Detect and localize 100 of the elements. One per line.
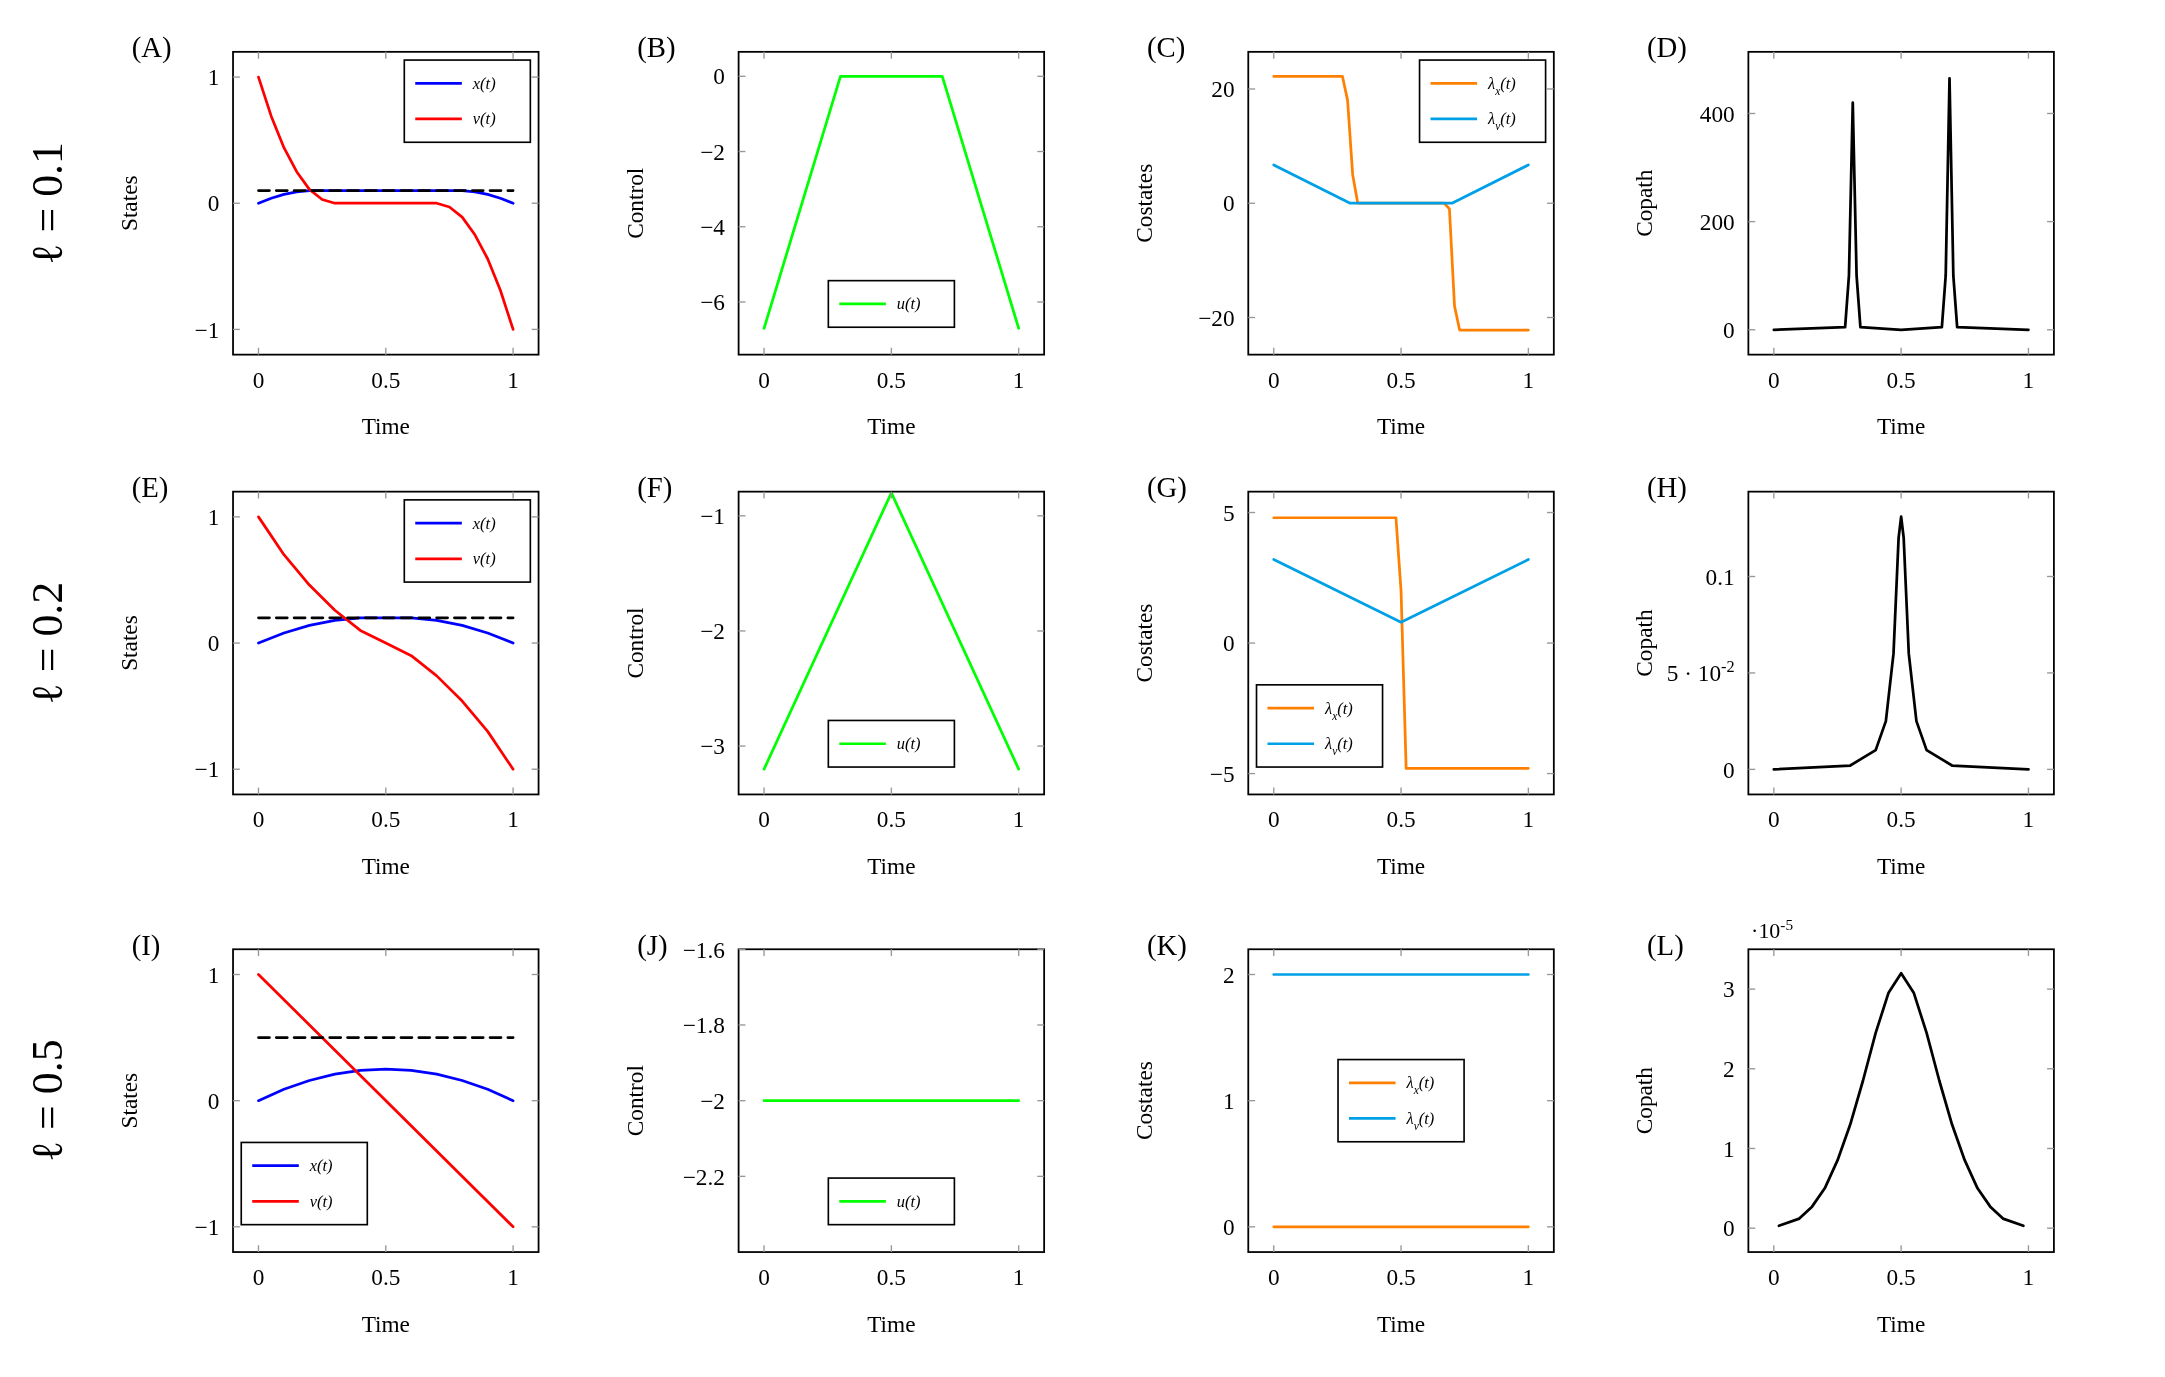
y-tick-label: 5 bbox=[1222, 499, 1235, 526]
y-tick-label: −1 bbox=[194, 316, 220, 343]
legend-label: λ$_{v}$(t) bbox=[1324, 734, 1353, 758]
x-tick-label: 0 bbox=[1267, 1263, 1280, 1290]
x-tick-label: 0.5 bbox=[1386, 1263, 1416, 1290]
y-tick-label: 2 bbox=[1222, 961, 1235, 988]
y-tick-label: 0 bbox=[1723, 756, 1735, 783]
y-tick-label: 1 bbox=[207, 504, 220, 531]
y-tick-label: −4 bbox=[700, 213, 726, 240]
y-tick-label: −20 bbox=[1198, 304, 1235, 331]
y-axis-title: States bbox=[116, 1072, 143, 1129]
y-tick-label: 0 bbox=[1222, 630, 1235, 657]
legend-label: x(t) bbox=[471, 73, 496, 93]
x-tick-label: 0.5 bbox=[371, 806, 401, 833]
x-tick-label: 0.5 bbox=[1386, 366, 1416, 393]
y-tick-label: −3 bbox=[700, 733, 725, 760]
y-tick-label: 0 bbox=[1222, 1214, 1235, 1241]
x-tick-label: 1 bbox=[2022, 1263, 2035, 1290]
y-tick-label: −1.8 bbox=[682, 1012, 725, 1039]
y-tick-label: 1 bbox=[1222, 1087, 1235, 1114]
legend-label: u(t) bbox=[896, 1191, 921, 1211]
legend-label: x(t) bbox=[471, 513, 496, 533]
x-tick-label: 0.5 bbox=[1886, 366, 1916, 393]
y-tick-label: −2 bbox=[700, 138, 725, 165]
y-axis-title: Control bbox=[621, 607, 648, 679]
y-tick-label: −2.2 bbox=[682, 1163, 725, 1190]
chart-title: (F) bbox=[637, 471, 673, 505]
y-tick-label: −5 bbox=[1209, 760, 1235, 787]
x-axis-title: Time bbox=[867, 1310, 916, 1337]
x-tick-label: 1 bbox=[1012, 1263, 1025, 1290]
legend-label: λ$_{x}$(t) bbox=[1487, 73, 1516, 97]
y-axis-title: Control bbox=[621, 1065, 648, 1137]
chart-title: (A) bbox=[131, 31, 172, 65]
x-tick-label: 0.5 bbox=[1886, 806, 1916, 833]
y-tick-label: −1 bbox=[194, 756, 220, 783]
y-axis-title: Copath bbox=[1631, 1066, 1658, 1135]
x-tick-label: 0.5 bbox=[371, 366, 401, 393]
y-tick-label: 0 bbox=[207, 630, 220, 657]
x-tick-label: 1 bbox=[1012, 366, 1025, 393]
x-axis-title: Time bbox=[867, 852, 916, 879]
chart-title: (C) bbox=[1146, 31, 1186, 65]
y-tick-label: 2 bbox=[1723, 1056, 1735, 1083]
x-axis-title: Time bbox=[361, 413, 410, 440]
legend-label: x(t) bbox=[308, 1156, 333, 1176]
x-axis-title: Time bbox=[361, 1310, 410, 1337]
chart-title: (H) bbox=[1646, 471, 1687, 505]
text: ℓ = 0.1 bbox=[22, 142, 71, 265]
y-tick-label: 400 bbox=[1699, 100, 1735, 127]
x-tick-label: 0 bbox=[252, 806, 265, 833]
chart-title: (L) bbox=[1646, 928, 1684, 962]
x-axis-title: Time bbox=[361, 852, 410, 879]
y-tick-label: 0 bbox=[207, 190, 220, 217]
legend-label: λ$_{x}$(t) bbox=[1405, 1073, 1435, 1097]
x-axis-title: Time bbox=[1876, 413, 1926, 440]
legend-label: v(t) bbox=[309, 1191, 333, 1211]
y-tick-label: −1.6 bbox=[682, 936, 725, 963]
legend-label: v(t) bbox=[472, 549, 496, 569]
x-tick-label: 1 bbox=[2022, 806, 2035, 833]
y-axis-title: States bbox=[116, 175, 143, 232]
legend-label: u(t) bbox=[896, 734, 921, 754]
x-tick-label: 0 bbox=[1267, 366, 1280, 393]
chart-title: (B) bbox=[637, 31, 676, 65]
x-tick-label: 0.5 bbox=[876, 806, 906, 833]
x-tick-label: 0 bbox=[252, 1263, 265, 1290]
x-tick-label: 1 bbox=[1522, 806, 1535, 833]
y-tick-label: 20 bbox=[1211, 76, 1235, 103]
y-tick-label: 3 bbox=[1723, 976, 1735, 1003]
y-axis-title: Control bbox=[621, 167, 648, 239]
text: ℓ = 0.5 bbox=[22, 1039, 71, 1162]
x-tick-label: 0 bbox=[1267, 806, 1280, 833]
x-axis-title: Time bbox=[1876, 1310, 1926, 1337]
x-tick-label: 0.5 bbox=[1886, 1263, 1916, 1290]
x-tick-label: 0 bbox=[758, 366, 770, 393]
y-tick-label: 5 · 10$^{-2}$ bbox=[1666, 656, 1735, 687]
legend-label: λ$_{x}$(t) bbox=[1324, 698, 1353, 722]
x-tick-label: 0 bbox=[758, 806, 770, 833]
y-axis-title: Costates bbox=[1131, 1061, 1158, 1141]
y-tick-label: 0 bbox=[1723, 316, 1735, 343]
x-tick-label: 0.5 bbox=[876, 1263, 906, 1290]
legend-label: λ$_{v}$(t) bbox=[1487, 109, 1516, 133]
y-tick-label: 0 bbox=[1723, 1215, 1735, 1242]
legend-label: v(t) bbox=[472, 109, 496, 129]
x-axis-title: Time bbox=[1876, 852, 1926, 879]
chart-title: (D) bbox=[1646, 31, 1687, 65]
chart-title: (E) bbox=[131, 471, 169, 505]
x-tick-label: 1 bbox=[1522, 1263, 1535, 1290]
x-tick-label: 0.5 bbox=[1386, 806, 1416, 833]
x-tick-label: 0.5 bbox=[876, 366, 906, 393]
y-tick-label: 0 bbox=[207, 1087, 220, 1114]
x-tick-label: 1 bbox=[507, 1263, 519, 1290]
chart-title: (K) bbox=[1146, 928, 1187, 962]
y-tick-label: −6 bbox=[700, 289, 725, 316]
chart-title: (I) bbox=[131, 928, 161, 962]
text: ℓ = 0.2 bbox=[22, 581, 71, 705]
y-tick-label: 0.1 bbox=[1705, 563, 1735, 590]
x-tick-label: 0.5 bbox=[371, 1263, 401, 1290]
legend-label: u(t) bbox=[896, 294, 921, 314]
x-tick-label: 0 bbox=[252, 366, 265, 393]
y-tick-label: −1 bbox=[194, 1214, 220, 1241]
y-tick-label: 1 bbox=[207, 961, 220, 988]
